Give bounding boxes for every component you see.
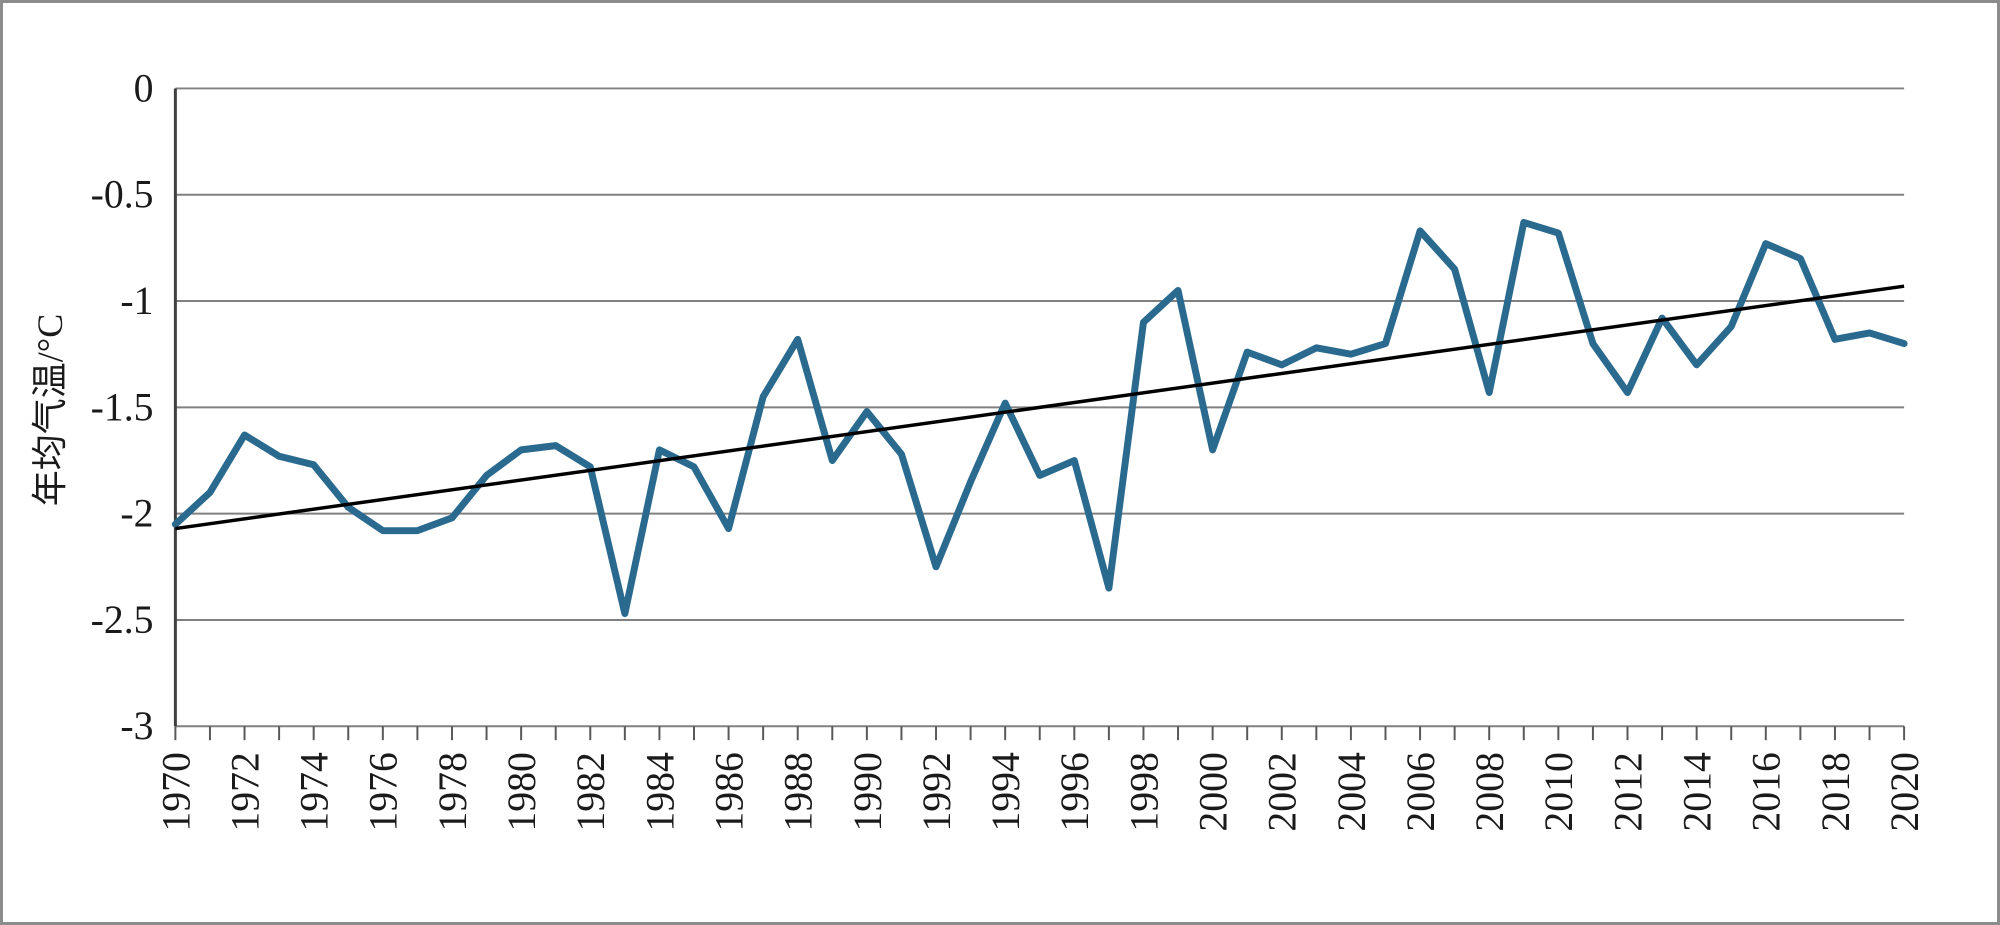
x-tick-label: 1976 xyxy=(362,752,406,831)
x-tick-label: 1998 xyxy=(1122,752,1166,831)
x-tick-label: 2008 xyxy=(1468,752,1512,831)
x-tick-label: 1978 xyxy=(431,752,475,831)
y-tick-label: -0.5 xyxy=(91,173,154,217)
x-tick-label: 1970 xyxy=(154,752,198,831)
x-tick-label: 1980 xyxy=(500,752,544,831)
x-tick-label: 2004 xyxy=(1330,752,1374,832)
trend-line xyxy=(175,284,1905,531)
x-tick-label: 1974 xyxy=(293,752,337,832)
x-tick-label: 2010 xyxy=(1537,752,1581,831)
y-tick-label: 0 xyxy=(134,66,154,110)
x-tick-label: 2020 xyxy=(1883,752,1927,831)
x-tick-label: 1982 xyxy=(569,752,613,831)
x-tick-label: 2002 xyxy=(1261,752,1305,831)
temperature-series-line xyxy=(171,218,1908,618)
x-tick-label: 2016 xyxy=(1745,752,1789,831)
x-tick-label: 2014 xyxy=(1676,752,1720,832)
x-tick-label: 2000 xyxy=(1192,752,1236,831)
x-tick-label: 1994 xyxy=(984,752,1028,832)
x-tick-label: 1996 xyxy=(1053,752,1097,831)
y-tick-label: -2 xyxy=(120,492,153,536)
x-tick-label: 1984 xyxy=(638,752,682,832)
x-tick-label: 1988 xyxy=(777,752,821,831)
x-tick-label: 1972 xyxy=(223,752,267,831)
x-tick-label: 2012 xyxy=(1606,752,1650,831)
y-tick-label: -1 xyxy=(120,279,153,323)
y-tick-label: -2.5 xyxy=(91,598,154,642)
x-tick-label: 2006 xyxy=(1399,752,1443,831)
x-tick-label: 1986 xyxy=(707,752,751,831)
x-tick-label: 1992 xyxy=(915,752,959,831)
x-tick-label: 1990 xyxy=(846,752,890,831)
x-tick-label: 2018 xyxy=(1814,752,1858,831)
y-axis-label: 年均气温/°C xyxy=(30,313,70,507)
y-tick-label: -3 xyxy=(120,704,153,748)
y-tick-label: -1.5 xyxy=(91,385,154,429)
